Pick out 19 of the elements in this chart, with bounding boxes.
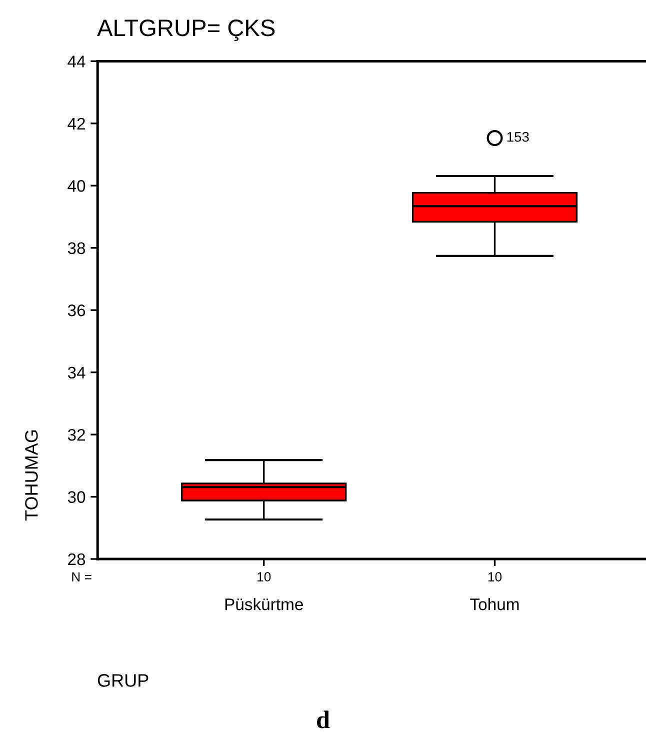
y-tick-label: 40 <box>68 180 86 192</box>
x-tick-label: Püskürtme <box>225 598 303 610</box>
y-tick-label: 36 <box>68 304 86 316</box>
text: 10 <box>488 572 502 582</box>
text: N = <box>72 572 92 582</box>
x-tick-label: Tohum <box>470 598 519 610</box>
y-tick-label: 38 <box>68 242 86 254</box>
x-axis-title: GRUP <box>98 674 148 687</box>
y-tick-label: 30 <box>68 491 86 503</box>
y-tick-label: 44 <box>68 56 86 68</box>
y-tick-label: 42 <box>68 118 85 130</box>
text: d <box>317 710 330 728</box>
text: 10 <box>258 572 271 582</box>
annotation: 153 <box>507 132 529 142</box>
y-tick-label: 34 <box>68 366 86 379</box>
y-tick-label: 28 <box>68 553 86 566</box>
chart-title: ALTGRUP= ÇKS <box>97 20 275 42</box>
y-tick-label: 32 <box>68 428 85 441</box>
y-axis-title: TOHUMAG <box>25 430 38 521</box>
